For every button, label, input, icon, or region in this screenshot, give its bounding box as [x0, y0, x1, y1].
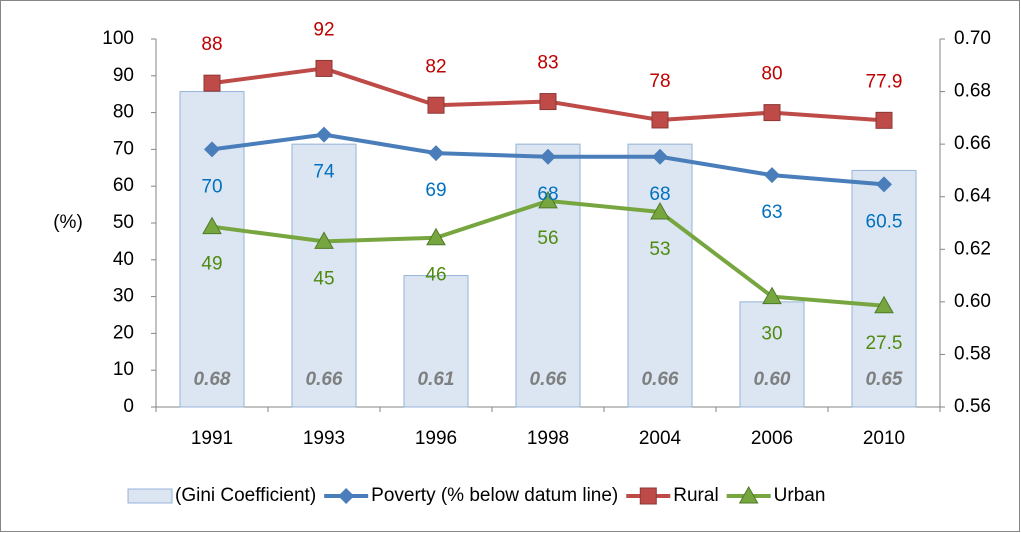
data-label: 78 — [649, 71, 670, 92]
marker — [876, 176, 892, 193]
data-label: 92 — [313, 19, 334, 40]
y-tick-label: 0 — [123, 396, 134, 417]
data-label: 70 — [201, 176, 222, 197]
marker — [764, 167, 780, 184]
marker — [650, 201, 670, 220]
y-tick-label: 40 — [113, 249, 134, 270]
y-tick-label: 20 — [113, 322, 134, 343]
data-label: 68 — [649, 184, 670, 205]
legend-item: Poverty (% below datum line) — [324, 485, 618, 506]
marker — [874, 295, 894, 314]
legend-label: Rural — [673, 485, 718, 506]
y2-tick-label: 0.56 — [954, 396, 991, 417]
bar — [851, 169, 917, 408]
data-label: 88 — [201, 34, 222, 55]
y-tick-label: 50 — [113, 212, 134, 233]
marker — [763, 104, 781, 122]
x-tick-label: 2006 — [751, 428, 793, 449]
legend-marker — [738, 485, 759, 504]
marker — [875, 111, 893, 129]
data-label: 49 — [201, 254, 222, 275]
y2-tick-label: 0.66 — [954, 133, 991, 154]
x-tick-label: 2010 — [863, 428, 905, 449]
marker — [426, 227, 446, 246]
bar — [515, 143, 581, 408]
bar — [179, 91, 245, 408]
data-label: 27.5 — [866, 333, 903, 354]
data-label: 63 — [761, 202, 782, 223]
data-label: 0.68 — [194, 369, 231, 390]
marker — [204, 141, 220, 158]
y2-tick-label: 0.64 — [954, 186, 991, 207]
data-label: 60.5 — [866, 211, 903, 232]
y-axis-label: (%) — [53, 212, 83, 233]
data-label: 0.66 — [306, 369, 343, 390]
data-label: 83 — [537, 53, 558, 74]
y-tick-label: 80 — [113, 102, 134, 123]
marker — [203, 74, 221, 92]
legend-item: (Gini Coefficient) — [127, 485, 316, 506]
data-label: 68 — [537, 184, 558, 205]
data-label: 80 — [761, 64, 782, 85]
y2-tick-label: 0.62 — [954, 238, 991, 259]
legend-label: Poverty (% below datum line) — [371, 485, 618, 506]
y-tick-label: 60 — [113, 175, 134, 196]
marker — [315, 59, 333, 77]
data-label: 0.66 — [642, 369, 679, 390]
data-label: 0.61 — [418, 369, 455, 390]
bar — [291, 143, 357, 408]
marker — [651, 111, 669, 129]
y2-tick-label: 0.70 — [954, 28, 991, 49]
x-tick-label: 1996 — [415, 428, 457, 449]
legend-label: (Gini Coefficient) — [175, 485, 316, 506]
y-tick-label: 10 — [113, 359, 134, 380]
marker — [540, 148, 556, 165]
bar — [739, 301, 805, 408]
y-tick-label: 30 — [113, 286, 134, 307]
x-tick-label: 2004 — [639, 428, 682, 449]
legend-swatch — [127, 488, 173, 504]
y-tick-label: 90 — [113, 65, 134, 86]
y-tick-label: 100 — [102, 28, 134, 49]
marker — [428, 145, 444, 162]
y-tick-label: 70 — [113, 138, 134, 159]
marker — [652, 148, 668, 165]
y2-tick-label: 0.58 — [954, 343, 991, 364]
legend-item: Urban — [726, 485, 826, 506]
data-label: 56 — [537, 228, 558, 249]
data-label: 82 — [425, 56, 446, 77]
y2-tick-label: 0.68 — [954, 81, 991, 102]
legend-item: Rural — [626, 485, 719, 506]
bar — [627, 143, 693, 408]
marker — [539, 93, 557, 111]
x-tick-label: 1993 — [303, 428, 345, 449]
marker — [316, 126, 332, 143]
data-label: 69 — [425, 180, 446, 201]
marker — [202, 216, 222, 235]
data-label: 53 — [649, 239, 670, 260]
data-label: 0.66 — [530, 369, 567, 390]
data-label: 77.9 — [866, 71, 903, 92]
marker — [538, 190, 558, 209]
legend-marker — [338, 488, 355, 504]
data-label: 45 — [313, 268, 334, 289]
x-tick-label: 1991 — [191, 428, 233, 449]
x-tick-label: 1998 — [527, 428, 569, 449]
data-label: 0.65 — [866, 369, 903, 390]
marker — [427, 96, 445, 114]
legend-label: Urban — [774, 485, 826, 506]
data-label: 0.60 — [754, 369, 791, 390]
marker — [762, 286, 782, 305]
y2-tick-label: 0.60 — [954, 291, 991, 312]
legend-marker — [639, 487, 657, 505]
bar — [403, 275, 469, 408]
data-label: 30 — [761, 324, 782, 345]
data-label: 46 — [425, 265, 446, 286]
data-label: 74 — [313, 162, 335, 183]
marker — [314, 231, 334, 249]
